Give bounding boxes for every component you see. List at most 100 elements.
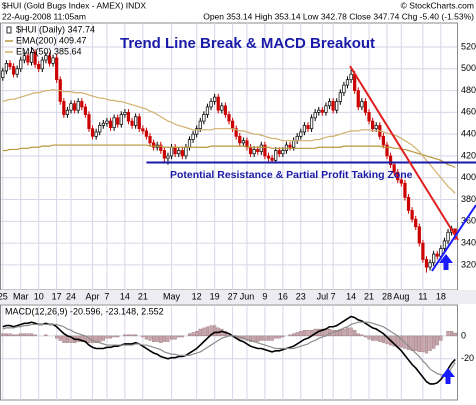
histogram-bar bbox=[424, 335, 429, 354]
histogram-bar bbox=[385, 335, 389, 345]
candle-body bbox=[137, 116, 141, 130]
candle-body bbox=[187, 139, 192, 148]
candle-body bbox=[385, 144, 389, 157]
histogram-bar bbox=[439, 335, 443, 341]
y-tick-label: 420 bbox=[461, 150, 476, 160]
candle-body bbox=[446, 231, 450, 242]
candle-body bbox=[72, 103, 77, 111]
histogram-bar bbox=[8, 333, 12, 337]
candle-body bbox=[299, 131, 303, 137]
candle-body bbox=[33, 52, 37, 65]
candle-body bbox=[374, 125, 378, 130]
histogram-bar bbox=[98, 335, 102, 342]
candle-body bbox=[15, 68, 19, 75]
candle-body bbox=[248, 146, 253, 155]
x-tick-label: 21 bbox=[364, 291, 374, 301]
chart-title: $HUI (Gold Bugs Index - AMEX) INDX bbox=[2, 0, 146, 10]
candle-body bbox=[396, 171, 400, 181]
histogram-bar bbox=[112, 335, 116, 338]
x-tick-label: May bbox=[163, 291, 181, 301]
candle-body bbox=[302, 125, 307, 133]
histogram-bar bbox=[248, 335, 253, 342]
candle-body bbox=[327, 101, 332, 107]
histogram-bar bbox=[245, 335, 249, 341]
candle-body bbox=[166, 155, 170, 159]
x-tick-label: Jun bbox=[240, 291, 255, 301]
y-tick-label: 380 bbox=[461, 194, 476, 204]
histogram-bar bbox=[187, 333, 192, 337]
candle-body bbox=[180, 150, 184, 157]
candle-body bbox=[356, 90, 360, 108]
histogram-bar bbox=[134, 334, 138, 337]
candle-body bbox=[263, 144, 267, 157]
histogram-bar bbox=[281, 335, 285, 338]
histogram-bar bbox=[29, 333, 34, 337]
histogram-bar bbox=[374, 335, 378, 341]
candle-body bbox=[19, 59, 23, 70]
histogram-bar bbox=[263, 335, 267, 341]
x-axis-strip bbox=[0, 290, 476, 304]
candle-body bbox=[428, 262, 432, 268]
candle-body bbox=[22, 55, 26, 61]
candle-body bbox=[40, 59, 44, 70]
histogram-bar bbox=[410, 335, 414, 351]
histogram-bar bbox=[302, 330, 306, 337]
candle-body bbox=[119, 114, 123, 125]
candle-body bbox=[424, 259, 429, 268]
candle-body bbox=[256, 149, 260, 152]
histogram-bar bbox=[105, 335, 109, 339]
x-tick-label: 16 bbox=[278, 291, 288, 301]
histogram-bar bbox=[55, 335, 59, 339]
candle-body bbox=[47, 55, 52, 64]
x-tick-label: 17 bbox=[52, 291, 62, 301]
x-tick-label: 12 bbox=[192, 291, 202, 301]
annotation-resistance: Potential Resistance & Partial Profit Ta… bbox=[170, 169, 413, 181]
histogram-bar bbox=[101, 335, 105, 341]
histogram-bar bbox=[148, 335, 152, 341]
candle-body bbox=[148, 135, 152, 144]
candle-body bbox=[277, 150, 281, 155]
histogram-bar bbox=[299, 331, 303, 337]
y-tick-label: 340 bbox=[461, 238, 476, 248]
histogram-bar bbox=[345, 327, 350, 337]
histogram-bar bbox=[4, 333, 8, 337]
legend-label: EMA(200) 409.47 bbox=[16, 35, 87, 45]
candle-body bbox=[335, 101, 339, 111]
x-tick-label: 10 bbox=[34, 291, 44, 301]
candle-body bbox=[406, 197, 411, 211]
x-tick-label: Apr bbox=[86, 291, 100, 301]
histogram-bar bbox=[274, 335, 278, 339]
y-tick-label: 460 bbox=[461, 107, 476, 117]
histogram-bar bbox=[19, 333, 23, 337]
candle-body bbox=[198, 120, 202, 130]
candle-body bbox=[116, 117, 120, 125]
histogram-bar bbox=[450, 331, 454, 337]
histogram-bar bbox=[22, 333, 26, 337]
histogram-bar bbox=[15, 334, 19, 337]
candle-body bbox=[245, 140, 249, 148]
annotation-title: Trend Line Break & MACD Breakout bbox=[120, 35, 375, 52]
histogram-bar bbox=[453, 332, 457, 337]
x-tick-label: 23 bbox=[296, 291, 306, 301]
candle-body bbox=[134, 116, 138, 126]
candle-body bbox=[392, 164, 396, 173]
candle-body bbox=[381, 135, 386, 146]
histogram-bar bbox=[335, 330, 339, 337]
candle-body bbox=[281, 150, 285, 155]
source: © StockCharts.com bbox=[401, 0, 474, 10]
y-tick-label: 480 bbox=[461, 85, 476, 95]
histogram-bar bbox=[173, 335, 177, 340]
candle-body bbox=[360, 101, 364, 108]
candle-body bbox=[37, 64, 41, 70]
candle-body bbox=[162, 150, 166, 159]
candle-body bbox=[29, 52, 34, 63]
candle-body bbox=[349, 73, 353, 81]
histogram-bar bbox=[155, 335, 159, 342]
candle-body bbox=[241, 140, 245, 144]
histogram-bar bbox=[11, 334, 16, 337]
price-arrow bbox=[439, 254, 453, 270]
histogram-bar bbox=[392, 335, 396, 347]
candle-body bbox=[403, 182, 407, 198]
x-tick-label: 27 bbox=[228, 291, 238, 301]
x-tick-label: 9 bbox=[262, 291, 267, 301]
